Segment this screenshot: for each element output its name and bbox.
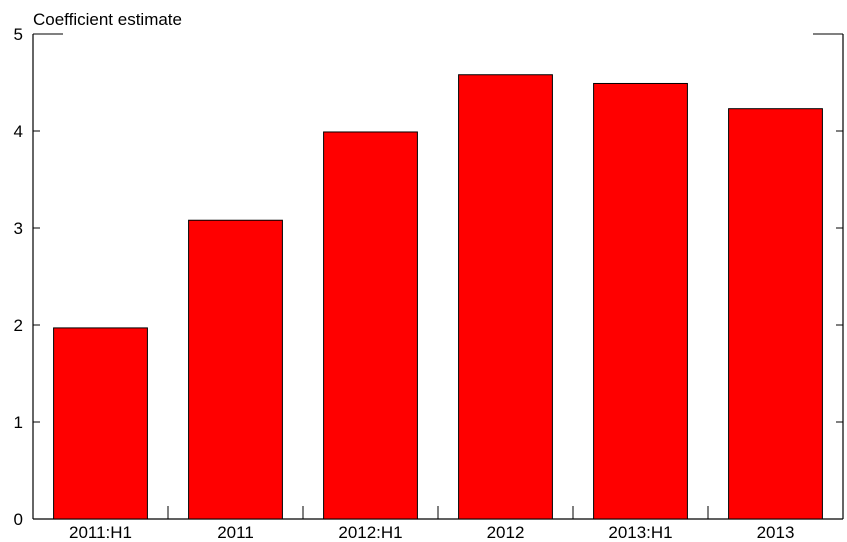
bars — [54, 75, 823, 519]
x-tick-label: 2012:H1 — [338, 523, 402, 542]
y-tick-label: 1 — [14, 413, 23, 432]
y-tick-label: 2 — [14, 316, 23, 335]
bar-2013 — [729, 109, 823, 519]
x-tick-label: 2013:H1 — [608, 523, 672, 542]
bar-2011 — [189, 220, 283, 519]
bar-2011-h1 — [54, 328, 148, 519]
bar-2013-h1 — [594, 83, 688, 519]
y-tick-label: 5 — [14, 25, 23, 44]
y-tick-label: 0 — [14, 510, 23, 529]
x-tick-label: 2011:H1 — [69, 523, 132, 542]
y-tick-label: 4 — [14, 122, 23, 141]
y-axis-title: Coefficient estimate — [33, 10, 182, 29]
x-tick-label: 2011 — [217, 523, 254, 542]
x-tick-label: 2012 — [487, 523, 525, 542]
y-tick-label: 3 — [14, 219, 23, 238]
x-tick-label: 2013 — [757, 523, 795, 542]
bar-2012 — [459, 75, 553, 519]
axes — [33, 34, 843, 519]
bar-2012-h1 — [324, 132, 418, 519]
